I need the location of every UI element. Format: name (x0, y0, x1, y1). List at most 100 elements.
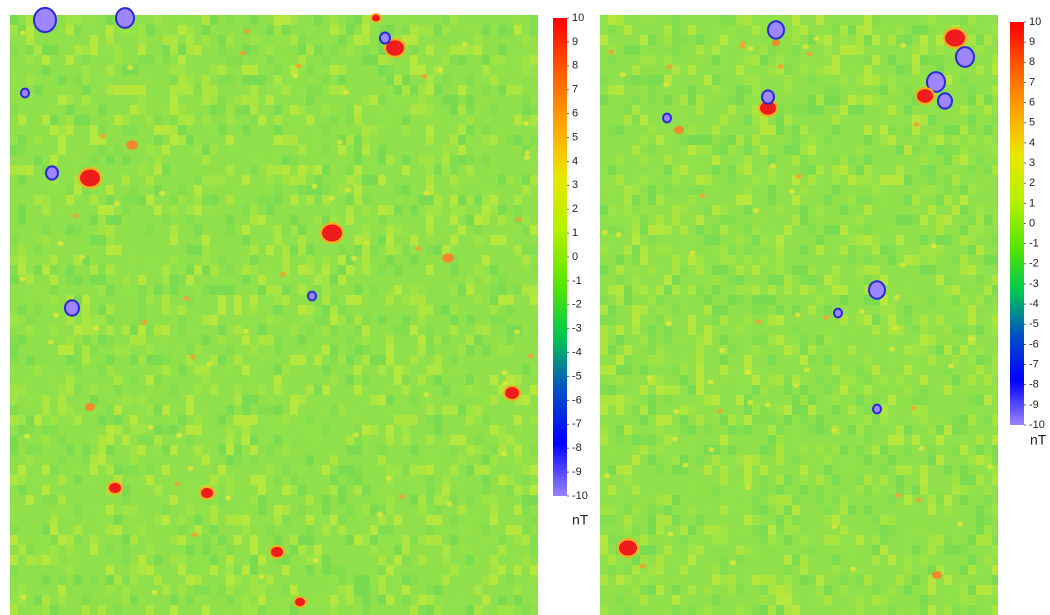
texture-cell (426, 405, 434, 415)
texture-cell (664, 305, 672, 315)
texture-cell (952, 385, 960, 395)
texture-cell (960, 595, 968, 605)
texture-cell (338, 525, 346, 535)
texture-cell (984, 515, 992, 525)
texture-cell (402, 165, 410, 175)
texture-cell (202, 15, 210, 25)
texture-cell (760, 15, 768, 25)
texture-cell (968, 185, 976, 195)
texture-spot (94, 326, 100, 331)
texture-cell (832, 445, 840, 455)
texture-cell (648, 525, 656, 535)
anomaly-positive (322, 225, 342, 242)
texture-spot (796, 174, 802, 179)
texture-cell (530, 565, 538, 575)
texture-cell (522, 35, 530, 45)
texture-cell (66, 25, 74, 35)
texture-cell (210, 505, 218, 515)
texture-cell (888, 285, 896, 295)
anomaly-negative (762, 90, 774, 103)
colorbar-tick-label: 1 (572, 227, 578, 239)
texture-cell (330, 605, 338, 615)
texture-cell (26, 555, 34, 565)
texture-cell (106, 75, 114, 85)
texture-cell (130, 105, 138, 115)
texture-cell (648, 405, 656, 415)
colorbar-tick-label: 6 (1029, 97, 1035, 109)
texture-cell (704, 425, 712, 435)
texture-cell (696, 535, 704, 545)
texture-cell (490, 375, 498, 385)
texture-cell (162, 425, 170, 435)
texture-cell (984, 505, 992, 515)
texture-cell (920, 35, 928, 45)
texture-cell (242, 75, 250, 85)
texture-cell (784, 285, 792, 295)
texture-cell (712, 535, 720, 545)
texture-cell (632, 505, 640, 515)
texture-cell (992, 385, 998, 395)
texture-cell (832, 165, 840, 175)
texture-cell (992, 585, 998, 595)
texture-cell (266, 225, 274, 235)
texture-cell (178, 265, 186, 275)
texture-cell (928, 115, 936, 125)
texture-cell (442, 15, 450, 25)
texture-cell (282, 155, 290, 165)
texture-cell (18, 165, 26, 175)
texture-cell (656, 375, 664, 385)
texture-cell (984, 125, 992, 135)
anomaly-negative (34, 8, 56, 32)
texture-cell (82, 65, 90, 75)
texture-cell (338, 495, 346, 505)
texture-cell (242, 235, 250, 245)
texture-cell (186, 435, 194, 445)
texture-cell (776, 595, 784, 605)
texture-cell (42, 265, 50, 275)
texture-cell (370, 215, 378, 225)
texture-cell (498, 125, 506, 135)
texture-cell (992, 345, 998, 355)
texture-cell (242, 275, 250, 285)
texture-cell (888, 35, 896, 45)
texture-cell (506, 295, 514, 305)
texture-cell (944, 595, 952, 605)
texture-cell (632, 105, 640, 115)
anomaly-positive (505, 387, 519, 399)
texture-cell (186, 145, 194, 155)
texture-cell (442, 25, 450, 35)
texture-cell (928, 255, 936, 265)
texture-cell (608, 565, 616, 575)
texture-cell (736, 235, 744, 245)
texture-cell (656, 445, 664, 455)
texture-cell (298, 195, 306, 205)
texture-cell (880, 605, 888, 615)
texture-cell (162, 405, 170, 415)
texture-cell (106, 215, 114, 225)
texture-cell (298, 95, 306, 105)
texture-spot (806, 51, 812, 56)
texture-cell (872, 245, 880, 255)
texture-spot (174, 482, 180, 487)
texture-cell (10, 345, 18, 355)
texture-cell (18, 265, 26, 275)
texture-cell (608, 485, 616, 495)
texture-cell (298, 115, 306, 125)
texture-cell (952, 65, 960, 75)
texture-cell (490, 315, 498, 325)
texture-cell (976, 295, 984, 305)
texture-cell (186, 135, 194, 145)
texture-cell (138, 25, 146, 35)
texture-cell (490, 515, 498, 525)
texture-cell (42, 465, 50, 475)
texture-cell (146, 55, 154, 65)
texture-cell (490, 555, 498, 565)
texture-cell (704, 275, 712, 285)
texture-cell (744, 85, 752, 95)
texture-cell (744, 475, 752, 485)
texture-cell (74, 505, 82, 515)
texture-cell (450, 315, 458, 325)
texture-cell (482, 85, 490, 95)
texture-cell (66, 225, 74, 235)
texture-cell (760, 465, 768, 475)
